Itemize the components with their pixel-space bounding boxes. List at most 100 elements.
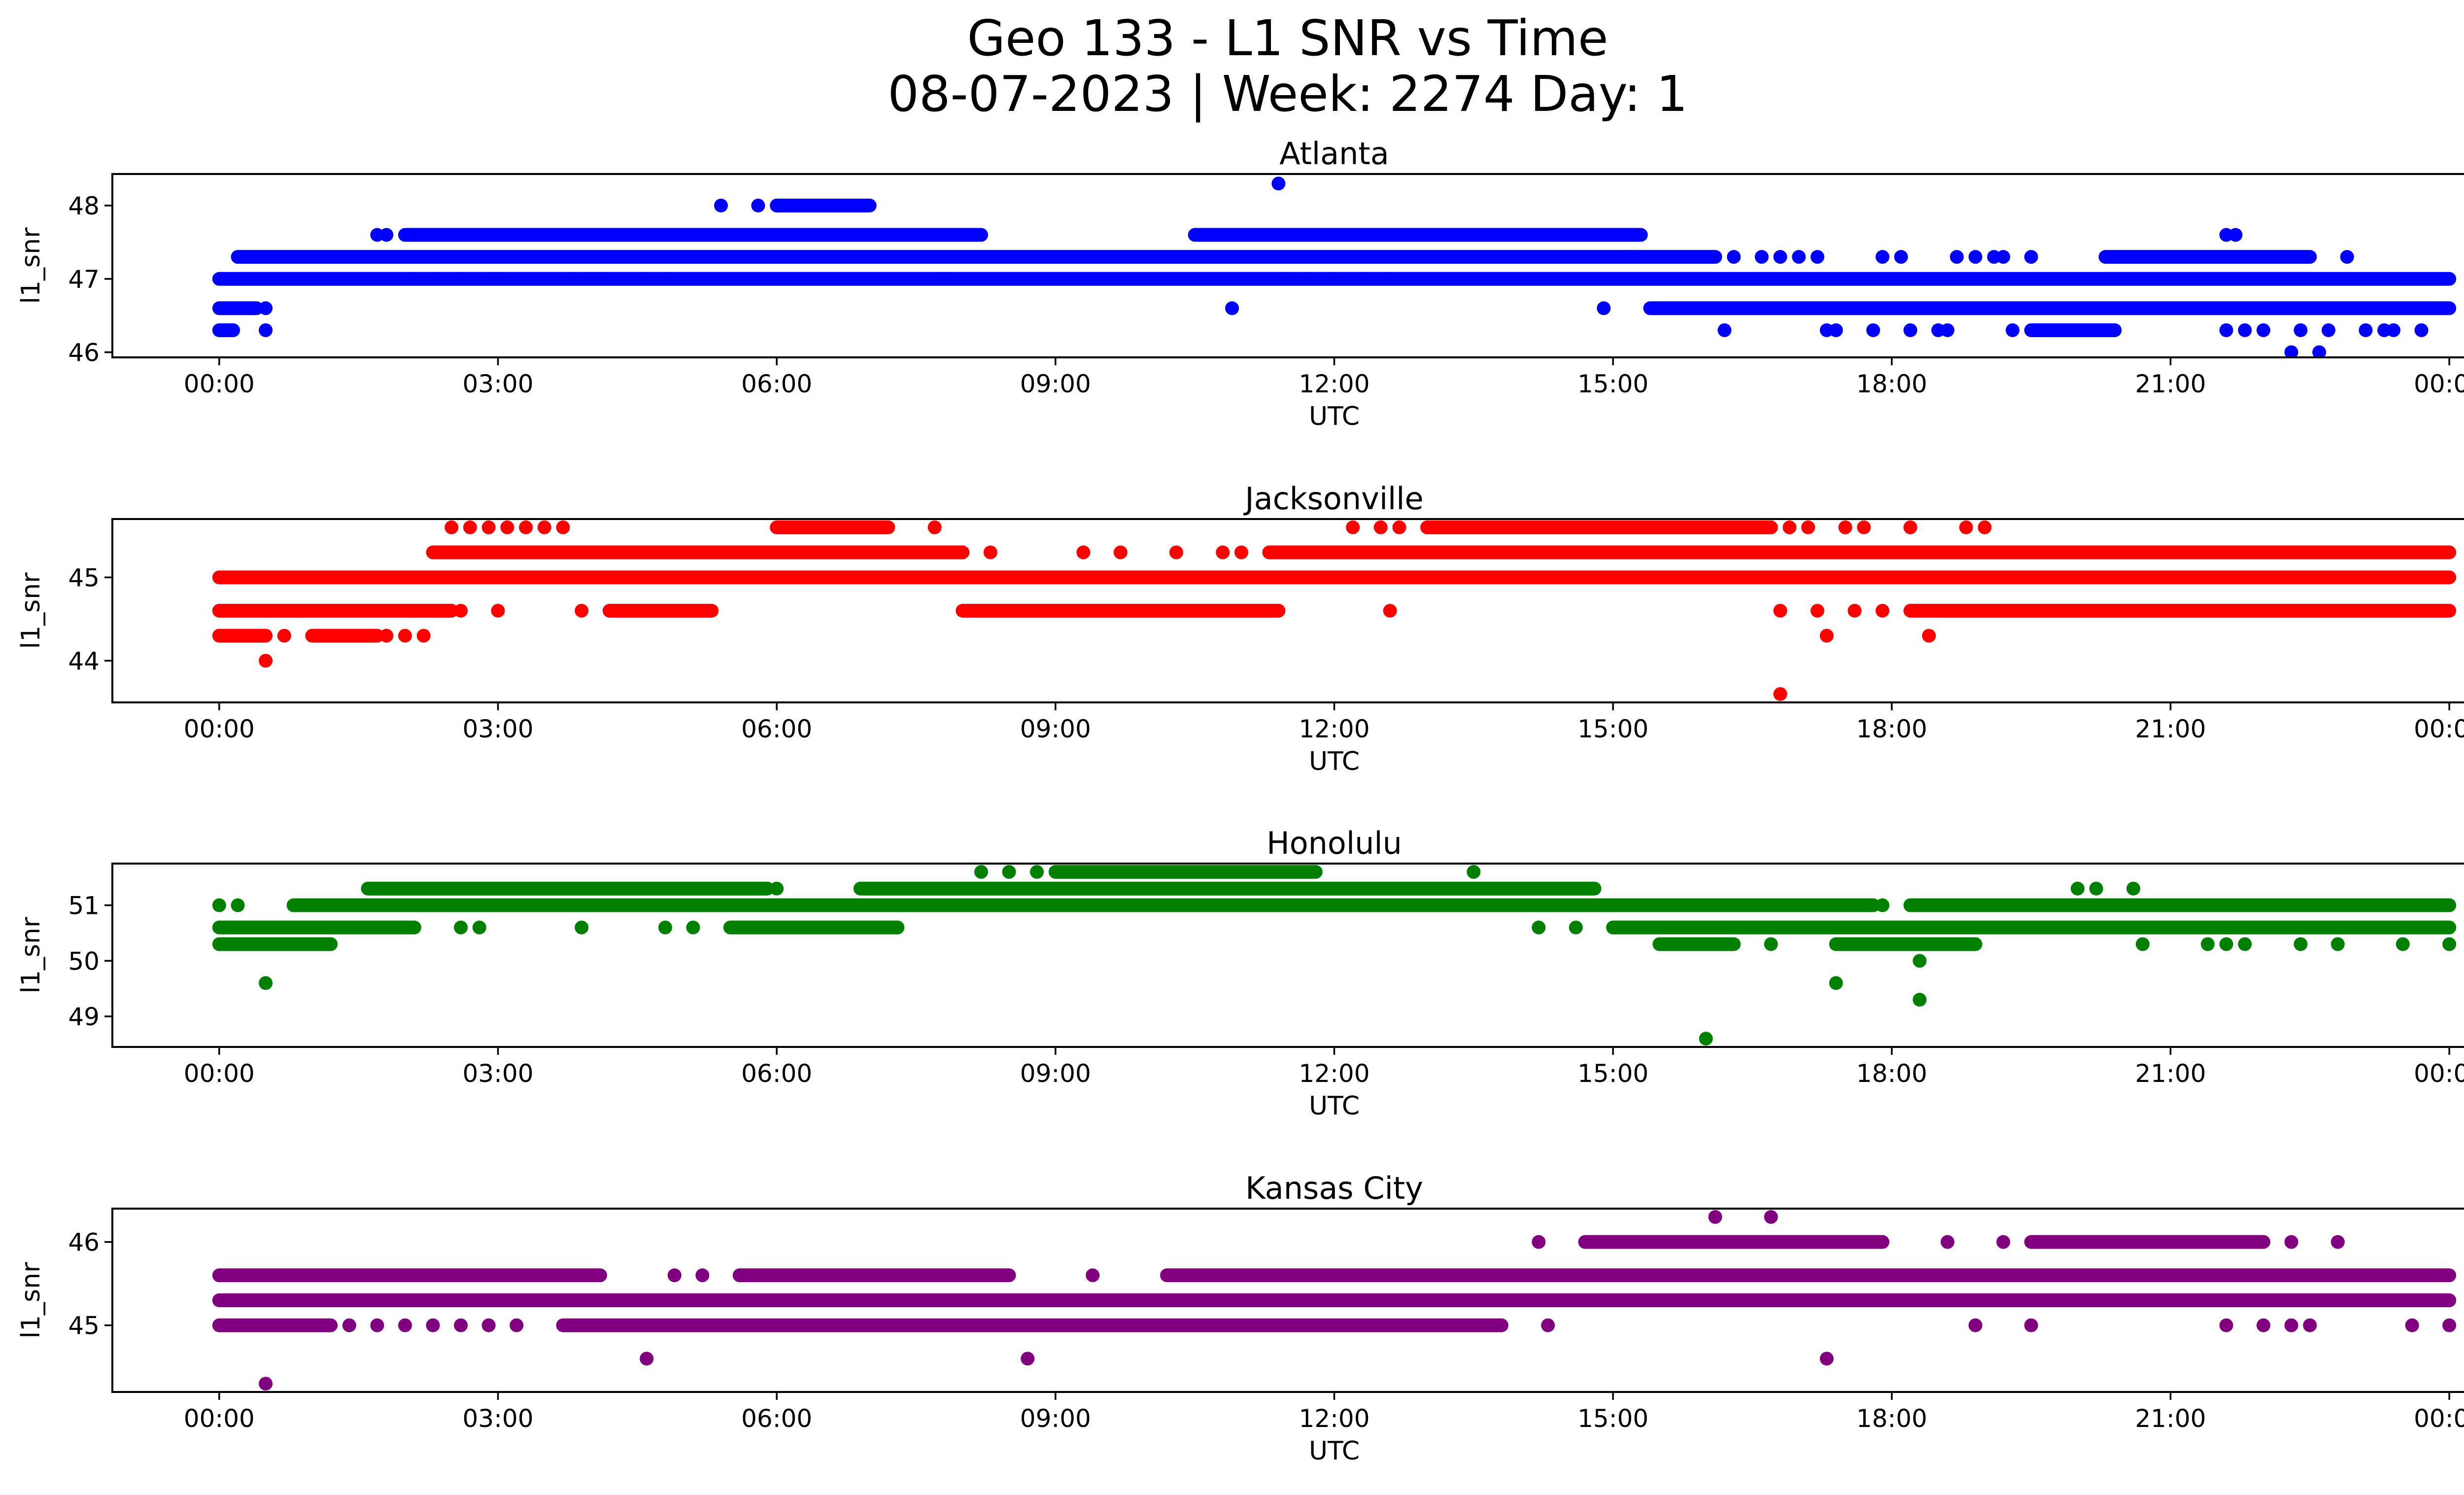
data-point: [491, 604, 505, 618]
x-tick-label: 12:00: [1299, 1059, 1369, 1088]
x-tick-label: 09:00: [1020, 715, 1091, 743]
x-tick-label: 21:00: [2135, 370, 2206, 398]
data-point: [1764, 937, 1778, 951]
data-point: [686, 920, 700, 935]
point-band: [1420, 520, 1778, 534]
data-point: [1801, 520, 1815, 534]
point-band: [602, 604, 719, 618]
data-point: [1532, 1235, 1546, 1249]
point-band: [1606, 920, 2457, 935]
x-tick-label: 00:00: [2414, 715, 2464, 743]
data-point: [454, 604, 468, 618]
x-tick-label: 15:00: [1577, 1404, 1648, 1433]
data-point: [2070, 881, 2085, 896]
x-tick-label: 12:00: [1299, 370, 1369, 398]
data-point: [1299, 272, 1313, 286]
point-band: [212, 323, 240, 337]
x-axis-label: UTC: [1309, 1091, 1360, 1121]
data-point: [2089, 881, 2103, 896]
y-axis-label: l1_snr: [16, 917, 46, 994]
data-point: [556, 520, 570, 534]
x-tick-label: 09:00: [1020, 1059, 1091, 1088]
data-point: [1624, 250, 1639, 264]
x-tick-label: 18:00: [1856, 1059, 1927, 1088]
x-tick-label: 06:00: [741, 715, 812, 743]
x-tick-label: 00:00: [184, 715, 255, 743]
data-point: [379, 228, 394, 242]
data-point: [1346, 520, 1360, 534]
subplot-title: Jacksonville: [1243, 481, 1423, 517]
data-point: [463, 520, 477, 534]
data-point: [1903, 323, 1917, 337]
y-tick-label: 44: [68, 647, 100, 675]
point-band: [212, 570, 2457, 585]
data-point: [1727, 250, 1741, 264]
data-point: [1587, 1293, 1602, 1307]
data-point: [1271, 176, 1286, 191]
subplot-title: Atlanta: [1279, 136, 1389, 172]
data-point: [1021, 1352, 1035, 1366]
y-axis-label: l1_snr: [16, 227, 46, 304]
data-point: [212, 898, 226, 912]
y-tick-label: 51: [68, 892, 100, 920]
point-band: [1652, 937, 1741, 951]
data-point: [695, 1268, 710, 1283]
point-band: [1903, 898, 2457, 912]
data-point: [1996, 250, 2011, 264]
data-point: [231, 898, 245, 912]
data-point: [2405, 1318, 2419, 1332]
data-point: [1996, 1235, 2011, 1249]
y-tick-label: 46: [68, 1228, 100, 1257]
x-tick-label: 06:00: [741, 370, 812, 398]
data-point: [1959, 520, 1973, 534]
data-point: [259, 301, 273, 315]
data-point: [1866, 323, 1881, 337]
data-point: [259, 1377, 273, 1391]
data-point: [426, 272, 440, 286]
data-point: [1754, 250, 1769, 264]
data-point: [1355, 272, 1369, 286]
data-point: [398, 628, 412, 643]
data-point: [379, 628, 394, 643]
x-tick-label: 12:00: [1299, 715, 1369, 743]
data-point: [510, 1318, 524, 1332]
x-tick-label: 00:00: [184, 1059, 255, 1088]
point-band: [212, 920, 421, 935]
data-point: [1373, 520, 1388, 534]
x-tick-label: 00:00: [184, 370, 255, 398]
scatter-points: [212, 176, 2457, 357]
data-point: [1968, 1318, 1983, 1332]
data-point: [1792, 250, 1806, 264]
x-tick-label: 09:00: [1020, 370, 1091, 398]
x-tick-label: 00:00: [2414, 1059, 2464, 1088]
subplot-kansas-city: Kansas City 45 46 00:00 03:00 06:00 09:00 12:00…: [16, 1170, 2464, 1466]
data-point: [1597, 301, 1611, 315]
figure-title-line-2: 08-07-2023 | Week: 2274 Day: 1: [888, 65, 1687, 123]
data-point: [1829, 323, 1843, 337]
data-point: [2135, 604, 2150, 618]
data-point: [259, 654, 273, 668]
data-point: [927, 520, 942, 534]
data-point: [2257, 1318, 2271, 1332]
x-axis-label: UTC: [1309, 747, 1360, 776]
data-point: [1467, 865, 1481, 879]
data-point: [1717, 323, 1732, 337]
data-point: [1327, 272, 1341, 286]
data-point: [500, 520, 514, 534]
data-point: [1569, 920, 1583, 935]
subplot-title: Honolulu: [1266, 825, 1402, 861]
x-tick-label: 15:00: [1577, 370, 1648, 398]
y-axis-label: l1_snr: [16, 572, 46, 649]
data-point: [565, 272, 580, 286]
data-point: [519, 520, 533, 534]
data-point: [2219, 323, 2233, 337]
data-point: [1773, 687, 1787, 701]
x-tick-label: 15:00: [1577, 1059, 1648, 1088]
data-point: [454, 272, 468, 286]
x-axis-label: UTC: [1309, 402, 1360, 431]
point-band: [2024, 323, 2122, 337]
point-band: [212, 1318, 338, 1332]
data-point: [1113, 545, 1128, 559]
y-tick-label: 45: [68, 563, 100, 592]
point-band: [2098, 250, 2317, 264]
